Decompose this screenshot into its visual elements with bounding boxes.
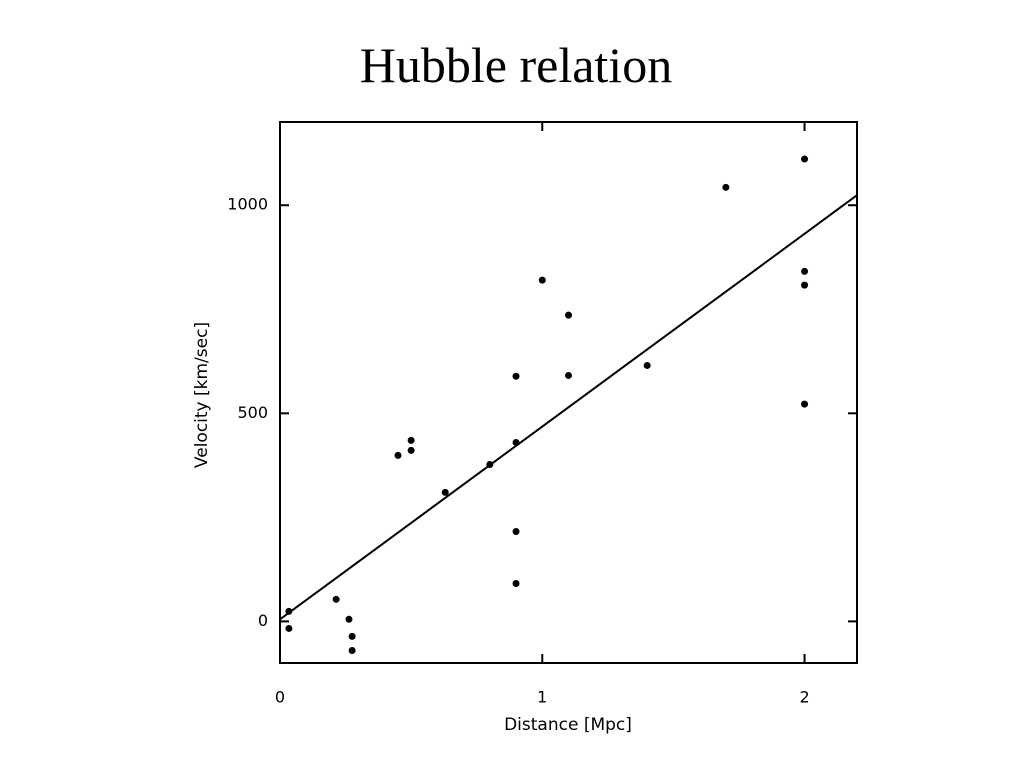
data-point: [801, 155, 809, 163]
x-tick-label: 0: [275, 688, 285, 707]
x-axis-label: Distance [Mpc]: [504, 715, 632, 735]
y-tick-label: 0: [258, 611, 268, 630]
data-point: [512, 372, 520, 380]
data-point: [643, 361, 651, 369]
data-point: [801, 281, 809, 289]
y-axis-label: Velocity [km/sec]: [192, 322, 212, 468]
data-point: [801, 400, 809, 408]
data-point: [348, 647, 356, 655]
y-tick-label: 500: [237, 403, 268, 422]
data-point: [565, 371, 572, 379]
data-point: [538, 276, 546, 284]
data-point: [486, 460, 494, 468]
data-point: [285, 607, 293, 615]
plot-frame: [279, 121, 858, 664]
data-point: [801, 267, 809, 275]
fit-line: [279, 194, 858, 621]
data-point: [512, 580, 520, 588]
data-point: [722, 183, 730, 191]
x-tick-label: 2: [799, 688, 809, 707]
chart-title: Hubble relation: [360, 37, 672, 93]
data-point: [285, 624, 293, 632]
data-point: [441, 488, 449, 496]
data-point: [345, 615, 353, 623]
data-point: [407, 436, 415, 444]
x-tick-label: 1: [537, 688, 547, 707]
data-point: [332, 595, 340, 603]
data-point: [348, 632, 356, 640]
data-point: [565, 311, 572, 319]
y-tick-label: 1000: [227, 195, 268, 214]
data-point: [394, 451, 402, 459]
data-point: [407, 446, 415, 454]
data-point: [512, 438, 520, 446]
data-point: [512, 527, 520, 535]
